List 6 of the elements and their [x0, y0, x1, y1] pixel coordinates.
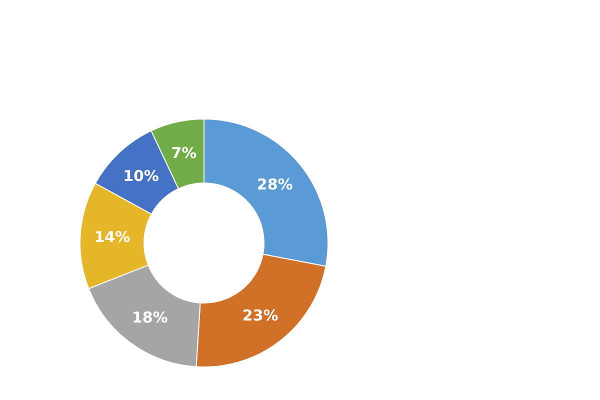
data-label: 14% [94, 228, 130, 246]
data-label: 23% [242, 306, 278, 325]
data-label: 28% [256, 175, 293, 194]
data-label: 7% [171, 144, 197, 162]
data-label: 10% [123, 166, 159, 185]
data-label: 18% [132, 308, 168, 326]
